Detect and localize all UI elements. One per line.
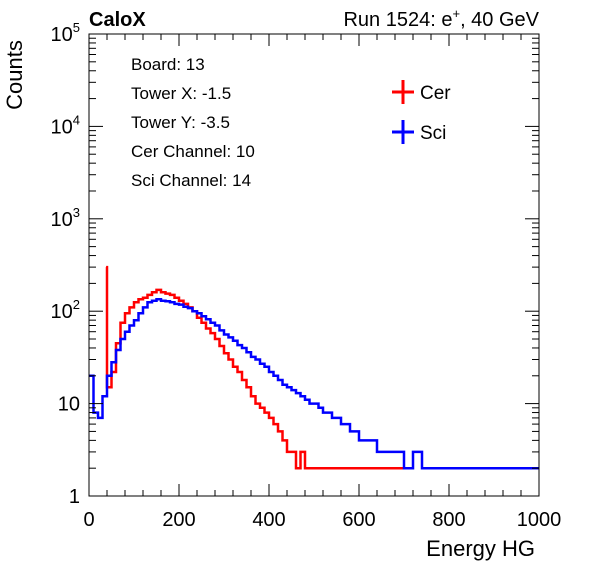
run-info-text: Run 1524: e [343,9,452,31]
x-tick-label: 600 [342,509,375,531]
series-cer [105,265,409,470]
plot-frame [88,33,540,497]
y-tick-label-exponent: 5 [73,20,80,35]
info-line-cer-channel: Cer Channel: 10 [131,142,255,161]
x-tick-label: 400 [252,509,285,531]
x-axis-label: Energy HG [426,536,535,561]
x-tick-label: 1000 [517,509,562,531]
legend-marker-sci [392,120,414,144]
y-tick-label: 104 [51,112,80,138]
series-sci [89,297,539,470]
series-layer [88,265,540,470]
info-line-board: Board: 13 [131,55,205,74]
y-tick-label-exponent: 3 [73,205,80,220]
y-tick-label-exponent: 2 [73,297,80,312]
y-tick-label-base: 10 [51,301,73,323]
y-tick-label-base: 1 [69,486,80,508]
run-info-sup: + [452,6,460,21]
y-tick-label-base: 10 [58,394,80,416]
x-tick-label: 200 [162,509,195,531]
run-info: Run 1524: e+, 40 GeV [343,6,539,31]
y-tick-label-base: 10 [51,116,73,138]
x-tick-labels: 0 200 400 600 800 1000 [83,509,561,531]
info-line-tower-x: Tower X: -1.5 [131,84,231,103]
y-tick-label: 102 [51,297,80,323]
calox-logo: CaloX [89,9,146,31]
legend: Cer Sci [392,80,451,144]
run-info-tail: , 40 GeV [460,9,540,31]
y-axis-label: Counts [2,40,27,110]
y-tick-label: 10 [58,394,80,416]
x-tick-label: 0 [83,509,94,531]
info-box [118,48,360,198]
y-tick-label-base: 10 [51,24,73,46]
info-line-tower-y: Tower Y: -3.5 [131,113,230,132]
legend-marker-cer [392,80,414,104]
info-line-sci-channel: Sci Channel: 14 [131,171,251,190]
y-tick-label: 103 [51,205,80,231]
y-tick-label-exponent: 4 [73,112,80,127]
y-tick-label-base: 10 [51,209,73,231]
y-tick-label: 105 [51,20,80,46]
x-tick-label: 800 [432,509,465,531]
axis-ticks [88,34,540,497]
legend-label-sci: Sci [420,123,446,144]
legend-label-cer: Cer [420,83,451,104]
y-tick-label: 1 [69,486,80,508]
